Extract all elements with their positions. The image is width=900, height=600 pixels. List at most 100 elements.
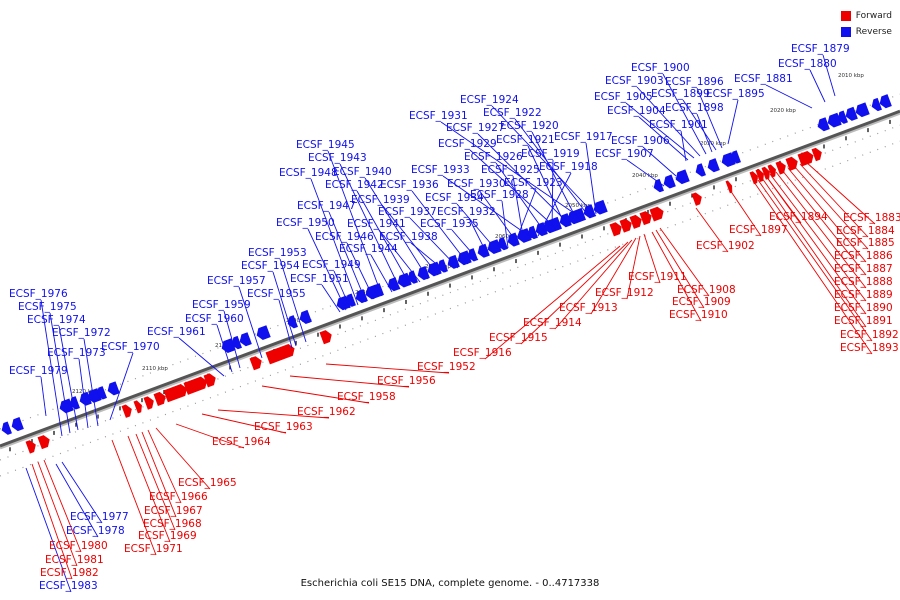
leader-line — [793, 165, 869, 250]
reverse-gene-glyph — [583, 204, 596, 219]
gene-arrow — [609, 222, 622, 237]
reverse-gene-label: ECSF_1929 — [438, 138, 497, 150]
leader-line — [626, 235, 641, 300]
gene-arrow — [527, 225, 538, 240]
leader-line — [43, 459, 82, 553]
gene-arrow — [11, 417, 24, 432]
reverse-gene-label: ECSF_1972 — [52, 327, 111, 339]
leader-line — [590, 237, 637, 315]
reverse-gene-label: ECSF_1933 — [411, 164, 470, 176]
gene-arrow — [797, 150, 814, 167]
reverse-gene-label: ECSF_1896 — [665, 76, 724, 88]
leader-line — [477, 133, 571, 226]
gene-arrow — [707, 158, 720, 173]
reverse-gene-label: ECSF_1895 — [706, 88, 765, 100]
forward-gene-glyph — [121, 404, 132, 418]
gene-arrow — [827, 112, 842, 128]
reverse-gene-glyph — [397, 272, 412, 288]
forward-gene-label: ECSF_1969 — [138, 530, 197, 542]
reverse-gene-label: ECSF_1928 — [470, 189, 529, 201]
forward-gene-glyph — [619, 218, 632, 233]
reverse-gene-label: ECSF_1949 — [302, 259, 361, 271]
gene-arrow — [407, 270, 418, 284]
leader-line — [382, 205, 439, 276]
reverse-gene-glyph — [837, 110, 848, 124]
reverse-gene-label: ECSF_1946 — [315, 231, 374, 243]
reverse-gene-glyph — [96, 386, 107, 400]
kbp-tick-label: 2120 kbp — [72, 389, 98, 395]
reverse-gene-label: ECSF_1974 — [27, 314, 86, 326]
strand-legend: Forward Reverse — [840, 8, 892, 40]
fwd-outer-track — [0, 140, 900, 477]
reverse-gene-glyph — [497, 236, 508, 251]
reverse-gene-glyph — [663, 174, 676, 189]
reverse-gene-glyph — [879, 94, 892, 109]
reverse-gene-label: ECSF_1919 — [521, 148, 580, 160]
reverse-gene-glyph — [239, 332, 252, 347]
gene-arrow — [583, 204, 596, 219]
reverse-gene-label: ECSF_1926 — [464, 151, 523, 163]
leader-line — [696, 87, 723, 149]
forward-gene-glyph — [249, 356, 262, 371]
forward-gene-label: ECSF_1885 — [836, 237, 895, 249]
forward-gene-label: ECSF_1915 — [489, 332, 548, 344]
forward-gene-glyph — [203, 373, 216, 388]
leader-line — [307, 228, 347, 311]
leader-line — [55, 463, 99, 538]
leader-line — [178, 337, 225, 377]
reverse-gene-label: ECSF_1948 — [279, 167, 338, 179]
forward-gene-label: ECSF_1914 — [523, 317, 582, 329]
forward-gene-label: ECSF_1910 — [669, 309, 728, 321]
forward-gene-label: ECSF_1891 — [834, 315, 893, 327]
forward-gene-label: ECSF_1902 — [696, 240, 755, 252]
forward-gene-label: ECSF_1883 — [843, 212, 900, 224]
reverse-gene-label: ECSF_1879 — [791, 43, 850, 55]
kbp-tick-label: 2020 kbp — [770, 108, 796, 114]
forward-gene-label: ECSF_1893 — [840, 342, 899, 354]
leader-line — [127, 435, 171, 543]
genome-caption: Escherichia coli SE15 DNA, complete geno… — [300, 578, 600, 589]
forward-gene-glyph — [609, 222, 622, 237]
reverse-gene-label: ECSF_1940 — [333, 166, 392, 178]
legend-label-forward: Forward — [855, 11, 892, 21]
reverse-gene-label: ECSF_1904 — [607, 105, 666, 117]
leader-line — [781, 169, 867, 276]
leader-line — [83, 338, 99, 427]
forward-gene-label: ECSF_1971 — [124, 543, 183, 555]
gene-arrow — [153, 391, 166, 406]
reverse-gene-label: ECSF_1960 — [185, 313, 244, 325]
leader-line — [111, 439, 157, 556]
gene-arrow — [231, 335, 242, 350]
reverse-gene-label: ECSF_1937 — [378, 206, 437, 218]
leader-line — [37, 461, 78, 567]
leader-line — [469, 149, 559, 231]
leader-line — [147, 429, 182, 504]
gene-arrow — [25, 440, 36, 454]
kbp-tick-label: 2010 kbp — [838, 73, 864, 79]
leader-line — [289, 375, 410, 388]
forward-gene-label: ECSF_1952 — [417, 361, 476, 373]
reverse-gene-label: ECSF_1925 — [481, 164, 540, 176]
reverse-gene-label: ECSF_1898 — [665, 102, 724, 114]
leader-line — [775, 171, 867, 289]
reverse-gene-label: ECSF_1930 — [447, 178, 506, 190]
gene-arrow — [730, 150, 741, 164]
forward-gene-label: ECSF_1892 — [840, 329, 899, 341]
leader-line — [642, 146, 677, 177]
gene-arrow — [629, 214, 642, 229]
gene-arrow — [653, 178, 664, 193]
forward-gene-glyph — [755, 169, 764, 183]
reverse-gene-glyph — [507, 232, 520, 247]
gene-arrow — [817, 117, 830, 132]
reverse-gene-label: ECSF_1945 — [296, 139, 355, 151]
leader-line — [278, 299, 293, 349]
reverse-gene-label: ECSF_1927 — [446, 122, 505, 134]
leader-line — [551, 159, 554, 233]
leader-line — [364, 177, 429, 280]
reverse-gene-glyph — [107, 381, 120, 396]
gene-arrow — [761, 166, 770, 180]
reverse-gene-glyph — [871, 97, 882, 112]
forward-gene-glyph — [797, 150, 814, 167]
forward-gene-glyph — [153, 391, 166, 406]
